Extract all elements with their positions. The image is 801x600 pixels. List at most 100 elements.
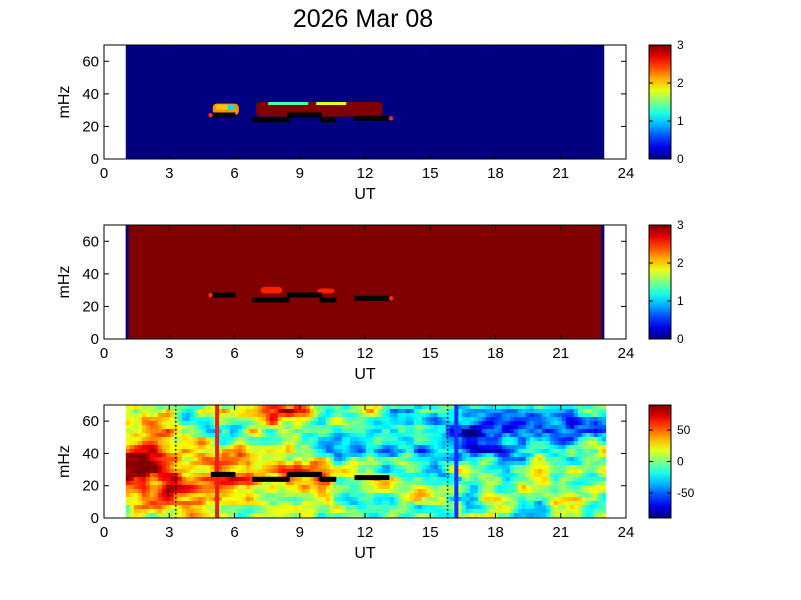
field-cell bbox=[173, 501, 179, 506]
field-cell bbox=[337, 473, 343, 478]
field-cell bbox=[381, 469, 387, 474]
field-cell bbox=[133, 509, 139, 514]
field-cell bbox=[281, 481, 287, 486]
field-cell bbox=[337, 453, 343, 458]
colorbar-tick-label: 1 bbox=[677, 114, 684, 128]
field-cell bbox=[325, 425, 331, 430]
field-cell bbox=[433, 405, 439, 410]
field-cell bbox=[341, 413, 347, 418]
field-cell bbox=[329, 445, 335, 450]
field-cell bbox=[309, 505, 315, 510]
figure-title: 2026 Mar 08 bbox=[293, 5, 433, 33]
field-cell bbox=[137, 469, 143, 474]
field-cell bbox=[217, 501, 223, 506]
field-cell bbox=[241, 405, 247, 410]
field-cell bbox=[525, 413, 531, 418]
field-cell bbox=[565, 481, 571, 486]
field-cell bbox=[333, 425, 339, 430]
field-cell bbox=[461, 477, 467, 482]
field-cell bbox=[577, 437, 583, 442]
field-cell bbox=[581, 437, 587, 442]
field-cell bbox=[193, 421, 199, 426]
field-cell bbox=[417, 513, 423, 518]
field-cell bbox=[305, 461, 311, 466]
field-cell bbox=[345, 461, 351, 466]
field-cell bbox=[389, 485, 395, 490]
field-cell bbox=[157, 441, 163, 446]
field-cell bbox=[189, 433, 195, 438]
field-cell bbox=[421, 497, 427, 502]
field-cell bbox=[477, 425, 483, 430]
field-cell bbox=[297, 501, 303, 506]
field-cell bbox=[529, 509, 535, 514]
trace-point bbox=[213, 292, 218, 298]
field-cell bbox=[233, 485, 239, 490]
field-cell bbox=[597, 509, 603, 514]
trace-point bbox=[226, 112, 231, 118]
field-cell bbox=[497, 449, 503, 454]
field-cell bbox=[549, 405, 555, 410]
field-cell bbox=[573, 453, 579, 458]
field-cell bbox=[197, 489, 203, 494]
field-cell bbox=[437, 497, 443, 502]
field-cell bbox=[477, 437, 483, 442]
field-cell bbox=[485, 513, 491, 518]
field-cell bbox=[125, 461, 131, 466]
field-cell bbox=[193, 485, 199, 490]
field-cell bbox=[333, 409, 339, 414]
field-cell bbox=[421, 461, 427, 466]
field-cell bbox=[381, 409, 387, 414]
field-cell bbox=[165, 465, 171, 470]
field-cell bbox=[393, 441, 399, 446]
field-cell bbox=[189, 473, 195, 478]
field-cell bbox=[157, 469, 163, 474]
field-cell bbox=[409, 409, 415, 414]
field-cell bbox=[225, 441, 231, 446]
field-cell bbox=[321, 509, 327, 514]
trace-point bbox=[302, 292, 307, 298]
field-cell bbox=[253, 473, 259, 478]
field-cell bbox=[145, 453, 151, 458]
field-cell bbox=[469, 469, 475, 474]
field-cell bbox=[397, 513, 403, 518]
field-cell bbox=[357, 437, 363, 442]
field-cell bbox=[433, 473, 439, 478]
field-cell bbox=[513, 485, 519, 490]
field-cell bbox=[593, 505, 599, 510]
field-cell bbox=[385, 449, 391, 454]
field-cell bbox=[341, 425, 347, 430]
field-cell bbox=[565, 433, 571, 438]
field-cell bbox=[441, 449, 447, 454]
field-cell bbox=[549, 509, 555, 514]
field-cell bbox=[445, 505, 451, 510]
trace-point bbox=[324, 476, 329, 482]
field-cell bbox=[309, 441, 315, 446]
field-cell bbox=[185, 477, 191, 482]
field-cell bbox=[305, 433, 311, 438]
field-cell bbox=[565, 405, 571, 410]
power-feature bbox=[260, 286, 283, 294]
field-cell bbox=[293, 445, 299, 450]
field-cell bbox=[257, 497, 263, 502]
field-cell bbox=[321, 405, 327, 410]
field-cell bbox=[361, 445, 367, 450]
field-cell bbox=[545, 413, 551, 418]
field-cell bbox=[169, 505, 175, 510]
field-cell bbox=[425, 425, 431, 430]
field-cell bbox=[169, 421, 175, 426]
field-cell bbox=[309, 449, 315, 454]
field-cell bbox=[549, 513, 555, 518]
field-cell bbox=[445, 417, 451, 422]
field-cell bbox=[377, 441, 383, 446]
field-cell bbox=[301, 409, 307, 414]
field-cell bbox=[129, 461, 135, 466]
field-cell bbox=[553, 465, 559, 470]
field-cell bbox=[529, 453, 535, 458]
field-cell bbox=[517, 489, 523, 494]
field-cell bbox=[317, 489, 323, 494]
field-cell bbox=[461, 489, 467, 494]
field-cell bbox=[457, 441, 463, 446]
field-cell bbox=[485, 461, 491, 466]
field-cell bbox=[349, 421, 355, 426]
field-cell bbox=[593, 429, 599, 434]
